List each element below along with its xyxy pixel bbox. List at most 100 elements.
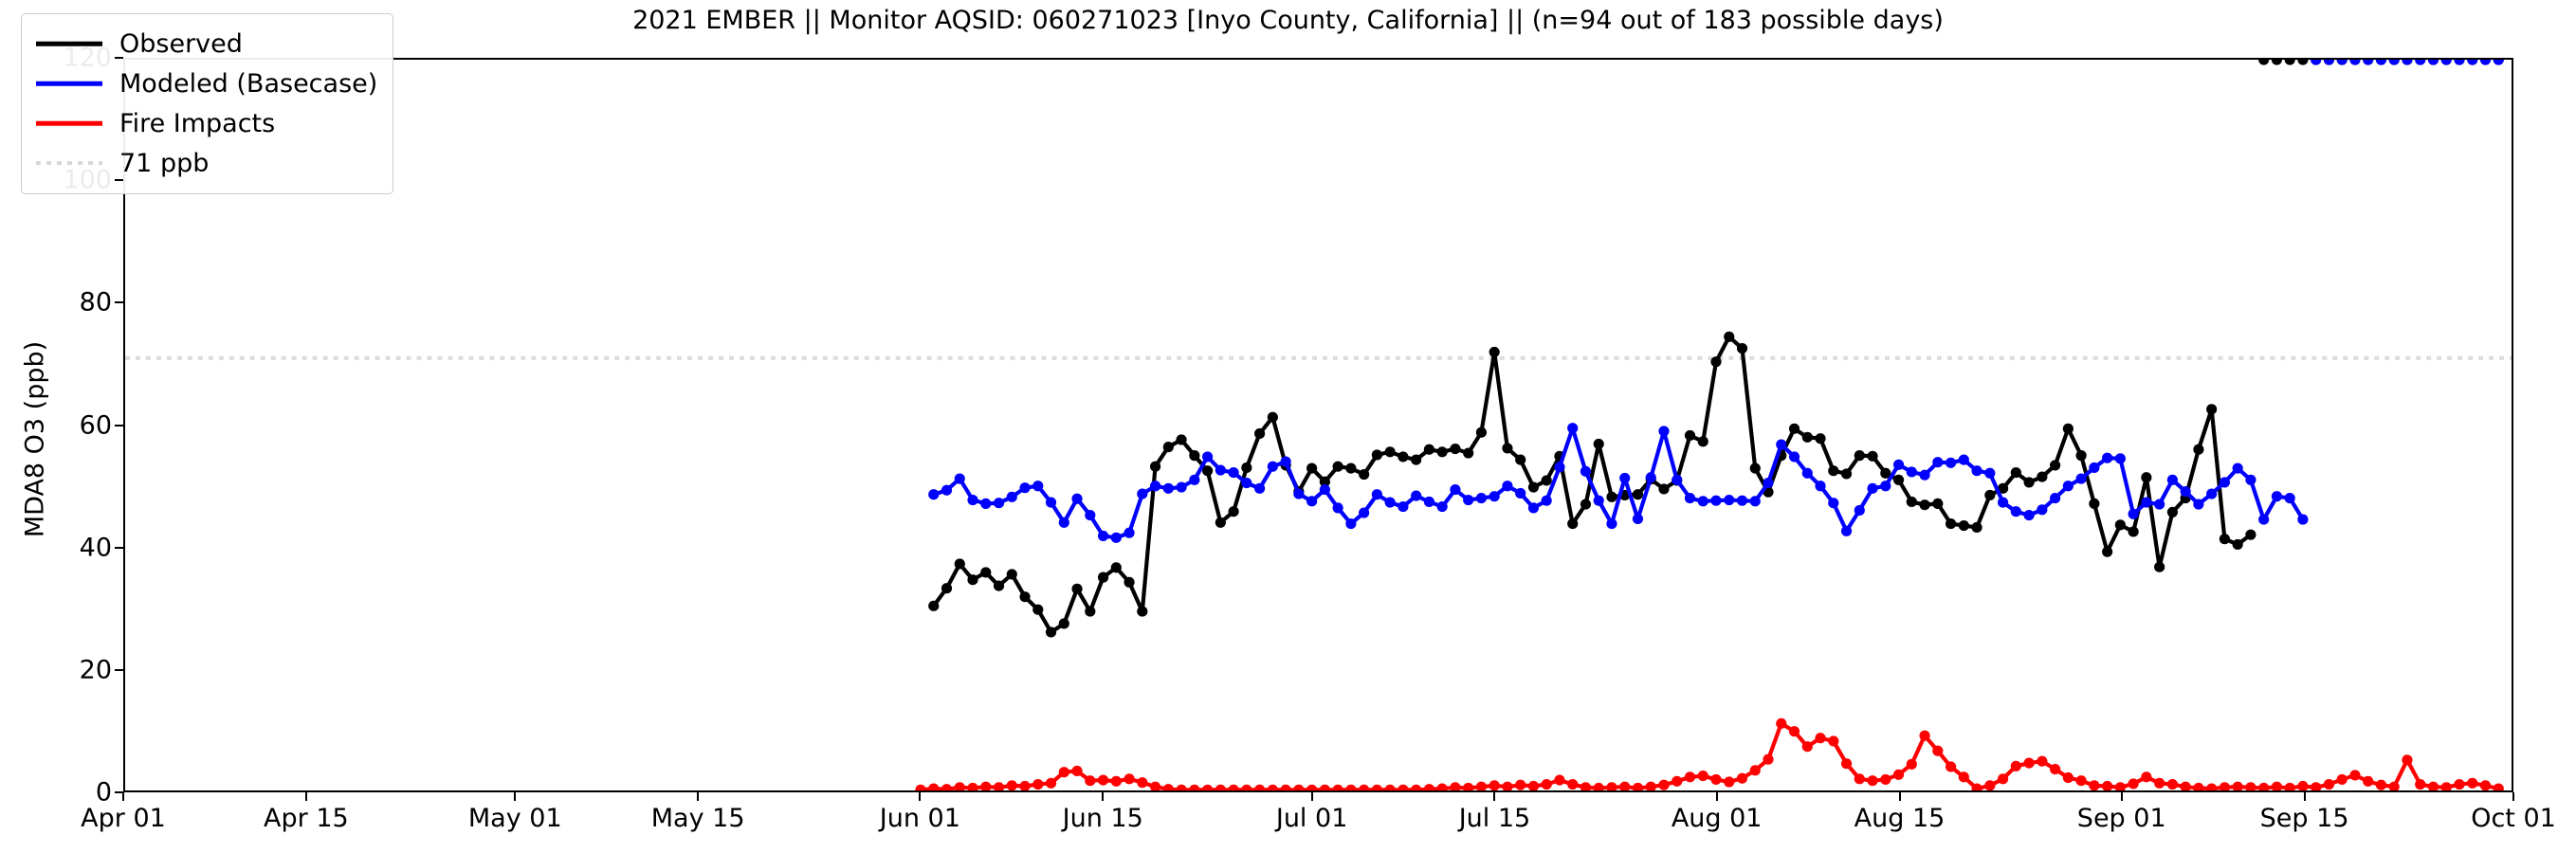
- legend-item-modeled[interactable]: Modeled (Basecase): [34, 64, 377, 103]
- data-point: [1606, 782, 1617, 790]
- data-point: [1697, 436, 1708, 447]
- data-point: [1828, 498, 1839, 509]
- data-point: [1906, 758, 1917, 770]
- data-point: [1071, 493, 1083, 504]
- data-point: [2323, 779, 2335, 790]
- data-point: [1697, 496, 1708, 507]
- legend-item-observed[interactable]: Observed: [34, 24, 377, 64]
- legend-line-icon-fire-impacts: [34, 111, 104, 136]
- data-point: [1997, 497, 2009, 508]
- data-point: [1359, 784, 1370, 790]
- data-point: [2232, 463, 2243, 474]
- data-point: [2323, 60, 2335, 65]
- legend-item-fire-impacts[interactable]: Fire Impacts: [34, 103, 377, 143]
- data-point: [1541, 475, 1552, 486]
- legend-item-threshold[interactable]: 71 ppb: [34, 143, 377, 183]
- data-point: [1567, 423, 1579, 434]
- data-point: [2114, 519, 2126, 531]
- data-point: [1632, 513, 1644, 525]
- data-point: [1945, 761, 1957, 772]
- data-point: [2114, 782, 2126, 790]
- data-point: [993, 782, 1005, 790]
- data-point: [941, 484, 953, 496]
- data-point: [2245, 782, 2256, 790]
- chart-legend: Observed Modeled (Basecase) Fire Impacts…: [21, 13, 394, 194]
- data-point: [1527, 780, 1540, 790]
- data-point: [967, 494, 978, 506]
- data-point: [2128, 526, 2139, 537]
- data-point: [2427, 60, 2439, 65]
- data-point: [1880, 481, 1891, 492]
- data-point: [1828, 465, 1839, 477]
- data-point: [1176, 434, 1187, 445]
- data-point: [1267, 461, 1278, 472]
- data-point: [1658, 483, 1670, 495]
- data-point: [1149, 481, 1161, 492]
- data-point: [2336, 773, 2348, 786]
- x-tick-label: Jun 01: [879, 804, 960, 833]
- data-point: [993, 498, 1005, 509]
- data-point: [2363, 60, 2374, 65]
- data-point: [2102, 452, 2113, 463]
- y-tick-label: 60: [79, 410, 112, 440]
- data-point: [1137, 488, 1148, 499]
- data-point: [2154, 777, 2165, 789]
- data-point: [1149, 461, 1161, 472]
- data-point: [1371, 489, 1382, 500]
- data-point: [2166, 506, 2178, 517]
- data-point: [2415, 60, 2426, 65]
- data-point: [1489, 491, 1500, 502]
- data-point: [1359, 468, 1370, 481]
- data-point: [2297, 60, 2309, 65]
- data-point: [1228, 784, 1239, 790]
- data-point: [1110, 562, 1122, 573]
- x-tick-mark: [514, 792, 517, 801]
- data-point: [1280, 784, 1291, 790]
- data-point: [2193, 444, 2204, 455]
- data-point: [2454, 779, 2465, 790]
- y-tick-label: 80: [79, 287, 112, 318]
- data-point: [1345, 463, 1357, 474]
- data-point: [2311, 782, 2322, 790]
- data-point: [1788, 451, 1800, 463]
- data-point: [1058, 618, 1069, 629]
- data-point: [1724, 494, 1735, 506]
- data-point: [1580, 499, 1592, 510]
- legend-line-icon-observed: [34, 31, 104, 56]
- data-point: [1162, 442, 1174, 453]
- data-point: [2375, 60, 2387, 65]
- data-point: [1110, 532, 1122, 543]
- y-tick-label: 40: [79, 533, 112, 563]
- data-point: [2440, 60, 2452, 65]
- data-point: [1110, 775, 1122, 787]
- data-point: [1189, 474, 1200, 485]
- data-point: [941, 784, 953, 790]
- data-point: [2089, 780, 2100, 790]
- legend-label-observed: Observed: [119, 28, 243, 59]
- data-point: [2010, 506, 2021, 517]
- x-tick-label: Aug 15: [1854, 804, 1946, 833]
- data-point: [2075, 473, 2087, 484]
- data-point: [2037, 755, 2048, 767]
- y-tick-mark: [115, 301, 123, 304]
- data-point: [2258, 60, 2270, 65]
- data-point: [928, 600, 940, 611]
- y-tick-mark: [115, 668, 123, 671]
- data-point: [1463, 447, 1474, 459]
- data-point: [2010, 760, 2021, 771]
- data-point: [2402, 60, 2413, 65]
- data-point: [1736, 342, 1748, 354]
- data-point: [1892, 474, 1905, 485]
- data-point: [1045, 777, 1057, 789]
- data-point: [1892, 769, 1905, 780]
- data-point: [2180, 485, 2191, 498]
- data-point: [1867, 775, 1878, 787]
- x-tick-mark: [1102, 792, 1105, 801]
- data-point: [1019, 482, 1031, 494]
- data-point: [1984, 489, 1996, 500]
- data-point: [1840, 525, 1853, 536]
- data-point: [1854, 504, 1865, 517]
- data-point: [2271, 491, 2283, 502]
- x-tick-mark: [122, 792, 124, 801]
